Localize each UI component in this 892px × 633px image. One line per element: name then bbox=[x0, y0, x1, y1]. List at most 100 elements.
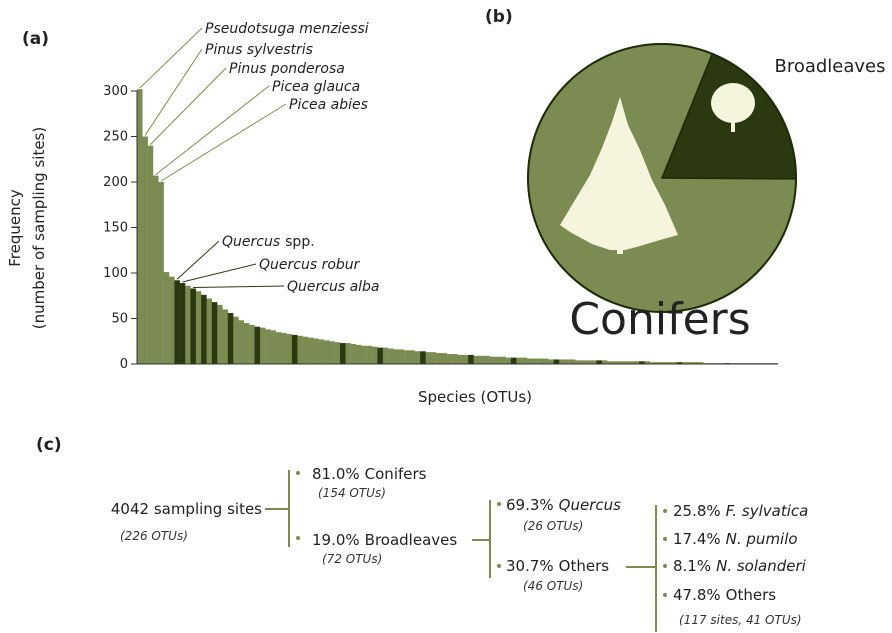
annotation: Picea glauca bbox=[272, 79, 360, 95]
panel-label: (a) bbox=[22, 29, 49, 49]
node-label: 69.3% Quercus bbox=[506, 496, 621, 514]
bullet bbox=[497, 564, 501, 568]
bar bbox=[276, 332, 282, 364]
bar bbox=[559, 359, 565, 364]
bar bbox=[484, 356, 490, 364]
bar bbox=[319, 339, 325, 364]
bar bbox=[596, 360, 602, 364]
bar bbox=[217, 305, 223, 364]
annotation-name: Picea abies bbox=[289, 97, 368, 113]
bar bbox=[351, 344, 357, 364]
bar bbox=[233, 317, 239, 364]
bar bbox=[372, 347, 378, 364]
bar bbox=[479, 356, 485, 364]
bar bbox=[409, 350, 415, 364]
bar bbox=[516, 358, 522, 364]
bar bbox=[468, 355, 474, 364]
bar bbox=[201, 295, 207, 364]
bar bbox=[238, 320, 244, 364]
node-note: (154 OTUs) bbox=[318, 486, 386, 500]
bar bbox=[244, 323, 250, 364]
annotation-suffix: spp. bbox=[285, 234, 315, 250]
annotation-name: Pseudotsuga menziessi bbox=[205, 21, 369, 37]
bar bbox=[148, 146, 154, 364]
panel-label: (b) bbox=[485, 7, 513, 27]
node-label: 30.7% Others bbox=[506, 557, 609, 575]
broadleaf-trunk bbox=[731, 110, 735, 132]
bar bbox=[383, 348, 389, 364]
bullet bbox=[296, 536, 300, 540]
bar bbox=[538, 359, 544, 364]
annotation-name: Quercus bbox=[222, 234, 280, 250]
bar bbox=[463, 355, 469, 364]
bar bbox=[474, 356, 480, 364]
bar bbox=[393, 349, 399, 364]
leader-line bbox=[161, 104, 286, 181]
bar bbox=[228, 313, 234, 364]
panel-label: (c) bbox=[36, 435, 62, 455]
bar bbox=[206, 298, 212, 364]
bar bbox=[297, 336, 303, 364]
annotation: Pinus ponderosa bbox=[229, 61, 345, 77]
y-tick-label: 200 bbox=[103, 175, 128, 190]
name: Others bbox=[559, 557, 610, 575]
bar bbox=[447, 354, 453, 364]
name: Quercus bbox=[559, 496, 621, 514]
bar bbox=[431, 352, 437, 364]
bar bbox=[137, 89, 143, 364]
bar bbox=[196, 291, 202, 364]
node-label: 17.4%N. pumilo bbox=[673, 530, 798, 548]
node-note: (72 OTUs) bbox=[322, 552, 382, 566]
y-tick-label: 50 bbox=[111, 312, 128, 327]
annotation: Pseudotsuga menziessi bbox=[205, 21, 369, 37]
bar bbox=[404, 350, 410, 364]
name: N. solanderi bbox=[716, 557, 807, 575]
bar bbox=[367, 346, 373, 364]
share: 30.7% bbox=[506, 557, 554, 575]
share: 17.4% bbox=[673, 530, 721, 548]
annotation-name: Quercus robur bbox=[259, 257, 361, 273]
bar bbox=[356, 345, 362, 364]
bar bbox=[335, 342, 341, 364]
slice-label: Conifers bbox=[569, 294, 750, 345]
root-note: (226 OTUs) bbox=[120, 529, 188, 543]
share: 8.1% bbox=[673, 557, 711, 575]
bar bbox=[532, 359, 538, 364]
node-label: 8.1% N. solanderi bbox=[673, 557, 807, 575]
name: Conifers bbox=[365, 465, 427, 483]
bar bbox=[180, 283, 186, 364]
bullet bbox=[663, 593, 667, 597]
share: 25.8% bbox=[673, 502, 721, 520]
y-tick-label: 300 bbox=[103, 84, 128, 99]
bar bbox=[308, 338, 314, 364]
bar bbox=[452, 354, 458, 364]
bar bbox=[164, 272, 170, 364]
name: Others bbox=[726, 586, 777, 604]
bar bbox=[602, 360, 608, 364]
bar bbox=[271, 330, 277, 364]
bar bbox=[361, 346, 367, 364]
leader-line bbox=[182, 264, 256, 282]
annotation-name: Pinus sylvestris bbox=[205, 42, 313, 58]
bar bbox=[548, 359, 554, 364]
share: 19.0% bbox=[312, 531, 360, 549]
bar bbox=[490, 357, 496, 364]
slice-label: Broadleaves bbox=[774, 56, 885, 77]
bar bbox=[255, 327, 261, 364]
bar bbox=[169, 277, 175, 364]
node-note: (26 OTUs) bbox=[523, 519, 583, 533]
bar bbox=[415, 351, 421, 364]
node-label: 25.8%F. sylvatica bbox=[673, 502, 808, 520]
bar bbox=[292, 335, 298, 364]
annotation: Quercus alba bbox=[287, 279, 380, 295]
bar bbox=[190, 288, 196, 364]
share: 69.3% bbox=[506, 496, 554, 514]
bar bbox=[388, 349, 394, 364]
bar bbox=[527, 359, 533, 364]
y-tick-label: 250 bbox=[103, 130, 128, 145]
x-axis-title: Species (OTUs) bbox=[418, 388, 532, 406]
bar bbox=[174, 280, 180, 364]
node-label: 47.8%Others bbox=[673, 586, 776, 604]
bullet bbox=[497, 502, 501, 506]
bar bbox=[185, 286, 191, 364]
